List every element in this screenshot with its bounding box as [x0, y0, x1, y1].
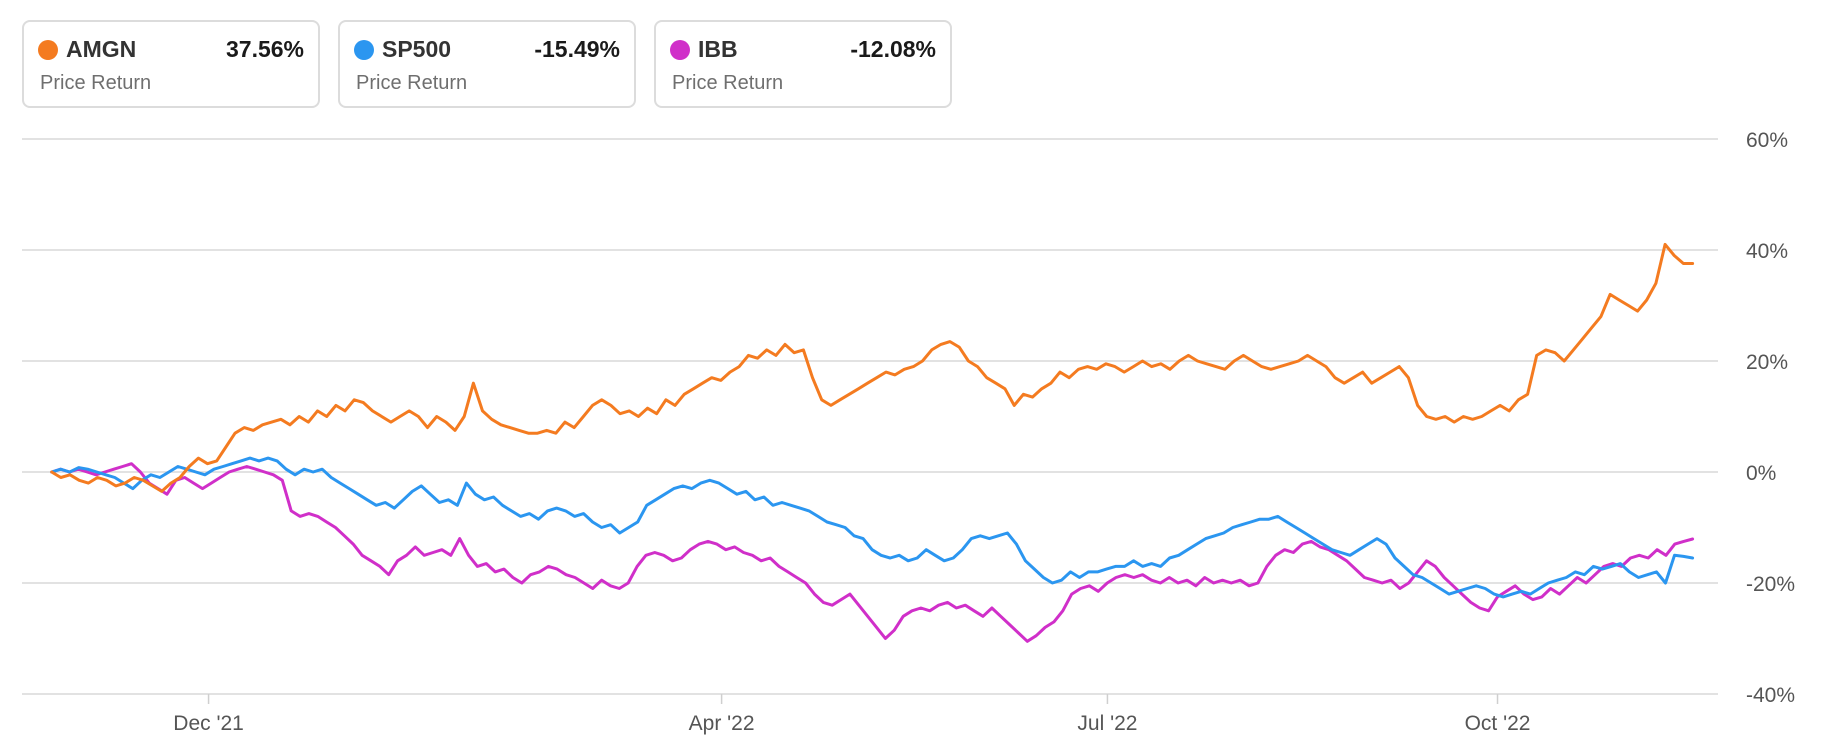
y-tick-label: 60% [1746, 129, 1788, 152]
legend-symbol: SP500 [382, 36, 452, 62]
y-tick-label: 20% [1746, 351, 1788, 374]
legend: AMGN 37.56% Price Return SP500 -15.49% P… [22, 20, 970, 108]
series-line-sp500 [50, 456, 1695, 599]
series-line-amgn [50, 242, 1695, 493]
y-tick-label: 40% [1746, 240, 1788, 263]
legend-card-amgn[interactable]: AMGN 37.56% Price Return [22, 20, 320, 108]
legend-metric: Price Return [40, 72, 152, 94]
legend-symbol: IBB [698, 36, 738, 62]
x-tick-label: Oct '22 [1465, 712, 1531, 735]
series-line-ibb [50, 462, 1695, 643]
ibb-color-dot [670, 40, 690, 60]
legend-metric: Price Return [672, 72, 784, 94]
amgn-color-dot [38, 40, 58, 60]
y-tick-label: 0% [1746, 462, 1776, 485]
x-tick-label: Jul '22 [1077, 712, 1137, 735]
x-tick-label: Dec '21 [173, 712, 244, 735]
legend-card-sp500[interactable]: SP500 -15.49% Price Return [338, 20, 636, 108]
sp500-color-dot [354, 40, 374, 60]
legend-value: -12.08% [850, 36, 936, 62]
x-tick-label: Apr '22 [689, 712, 755, 735]
legend-value: 37.56% [225, 36, 304, 62]
y-tick-label: -20% [1746, 573, 1795, 596]
y-tick-label: -40% [1746, 684, 1795, 707]
legend-card-ibb[interactable]: IBB -12.08% Price Return [654, 20, 952, 108]
legend-symbol: AMGN [66, 36, 137, 62]
legend-value: -15.49% [534, 36, 620, 62]
legend-metric: Price Return [356, 72, 468, 94]
